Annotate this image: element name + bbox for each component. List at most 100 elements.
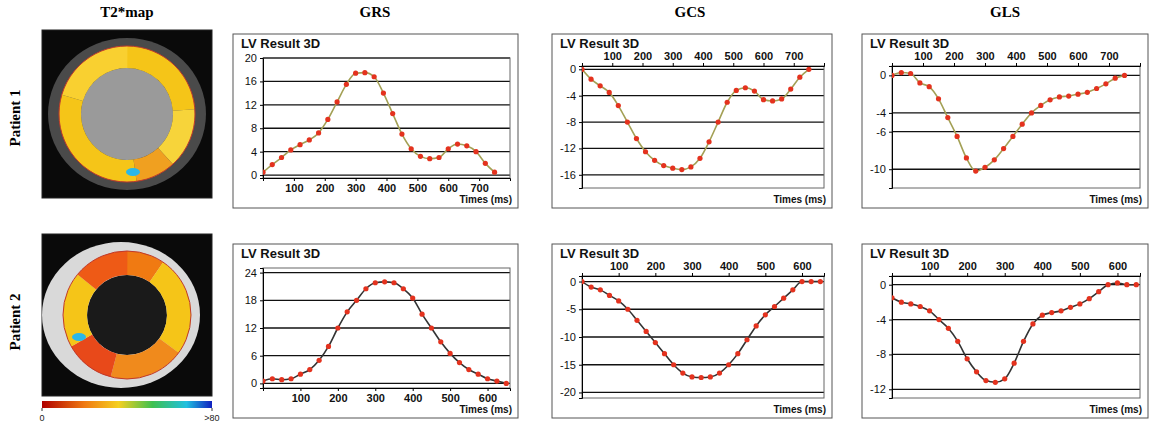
series-line <box>263 282 506 384</box>
x-tick: 400 <box>404 388 422 404</box>
tick-label: 500 <box>1038 50 1056 62</box>
data-point <box>494 378 499 383</box>
tick-mark <box>260 273 263 274</box>
x-tick: 100 <box>914 50 932 66</box>
data-point <box>344 82 349 87</box>
tick-mark <box>930 273 931 276</box>
tick-label: 200 <box>634 50 652 62</box>
data-point <box>582 279 585 284</box>
data-point <box>598 287 603 292</box>
grid-line <box>582 281 824 282</box>
plot-area <box>892 280 1139 385</box>
plot-frame <box>892 66 1140 188</box>
data-point <box>1020 122 1025 127</box>
grid-line <box>263 128 510 129</box>
tick-mark <box>579 282 582 283</box>
tick-label: 4 <box>251 146 257 158</box>
tick-mark <box>579 392 582 393</box>
y-axis: 0-4-8-12 <box>870 277 892 399</box>
data-point <box>288 147 293 152</box>
data-point <box>680 370 685 375</box>
data-point <box>1057 94 1062 99</box>
tick-label: 0 <box>251 377 257 389</box>
data-point <box>908 71 913 76</box>
x-tick: 600 <box>440 178 458 194</box>
data-point <box>927 84 932 89</box>
myocardium <box>111 339 179 379</box>
tick-label: 600 <box>479 392 497 404</box>
tick-label: 500 <box>441 392 459 404</box>
data-point <box>263 378 266 383</box>
data-point <box>1077 301 1082 306</box>
x-axis: 100200300400500600700 <box>893 50 1141 67</box>
row-label: Patient 1 <box>7 89 23 146</box>
tick-label: 200 <box>329 392 347 404</box>
axis-line <box>893 273 1141 277</box>
chart-panel: LV Result 3D0-5-10-15-201002003004005006… <box>552 244 832 418</box>
x-tick: 500 <box>725 50 743 66</box>
data-point <box>279 155 284 160</box>
tick-label: 300 <box>347 182 365 194</box>
tick-mark <box>1080 273 1081 276</box>
data-point <box>298 372 303 377</box>
data-point <box>634 318 639 323</box>
tick-label: 20 <box>245 52 257 64</box>
tick-mark <box>729 273 730 276</box>
cavity <box>87 275 167 355</box>
tick-mark <box>692 273 693 276</box>
grid-line <box>263 174 510 175</box>
data-point <box>582 67 585 72</box>
tick-mark <box>479 178 480 181</box>
data-point <box>974 369 979 374</box>
data-point <box>1048 97 1053 102</box>
grid-line <box>263 383 510 384</box>
data-point <box>706 139 711 144</box>
data-point <box>763 312 768 317</box>
x-tick: 600 <box>479 388 497 404</box>
tick-mark <box>612 63 613 66</box>
x-tick: 500 <box>1038 50 1056 66</box>
tick-mark <box>764 63 765 66</box>
axis-line <box>264 179 511 182</box>
tick-label: 100 <box>604 50 622 62</box>
data-point <box>652 158 657 163</box>
data-point <box>1087 296 1092 301</box>
data-point <box>1040 313 1045 318</box>
tick-mark <box>417 178 418 181</box>
data-point <box>625 307 630 312</box>
y-tick: -8 <box>876 348 892 360</box>
data-point <box>964 155 969 160</box>
axis-line <box>260 269 264 389</box>
data-point <box>1103 81 1108 86</box>
x-tick: 600 <box>1069 50 1087 66</box>
data-point <box>1085 90 1090 95</box>
data-point <box>670 166 675 171</box>
tick-mark <box>889 113 892 114</box>
data-point <box>1134 282 1139 287</box>
y-tick: 12 <box>245 322 263 334</box>
grid-line <box>263 151 510 152</box>
tick-label: 600 <box>1109 260 1127 272</box>
tick-mark <box>967 273 968 276</box>
data-point <box>1010 134 1015 139</box>
data-point <box>391 280 396 285</box>
data-point <box>588 77 593 82</box>
map-background <box>42 234 212 396</box>
tick-mark <box>889 354 892 355</box>
x-tick: 400 <box>378 178 396 194</box>
data-point <box>1105 282 1110 287</box>
y-tick: 20 <box>245 52 263 64</box>
axis-line <box>260 59 264 179</box>
data-point <box>335 325 340 330</box>
data-point <box>661 163 666 168</box>
tick-mark <box>260 128 263 129</box>
tick-mark <box>387 178 388 181</box>
tick-mark <box>1042 273 1043 276</box>
y-tick: 16 <box>245 75 263 87</box>
data-point <box>899 70 904 75</box>
axis-line <box>579 67 583 189</box>
x-axis-title: Times (ms) <box>459 404 512 415</box>
y-tick: -12 <box>560 142 582 154</box>
tick-mark <box>889 75 892 76</box>
tick-mark <box>260 328 263 329</box>
